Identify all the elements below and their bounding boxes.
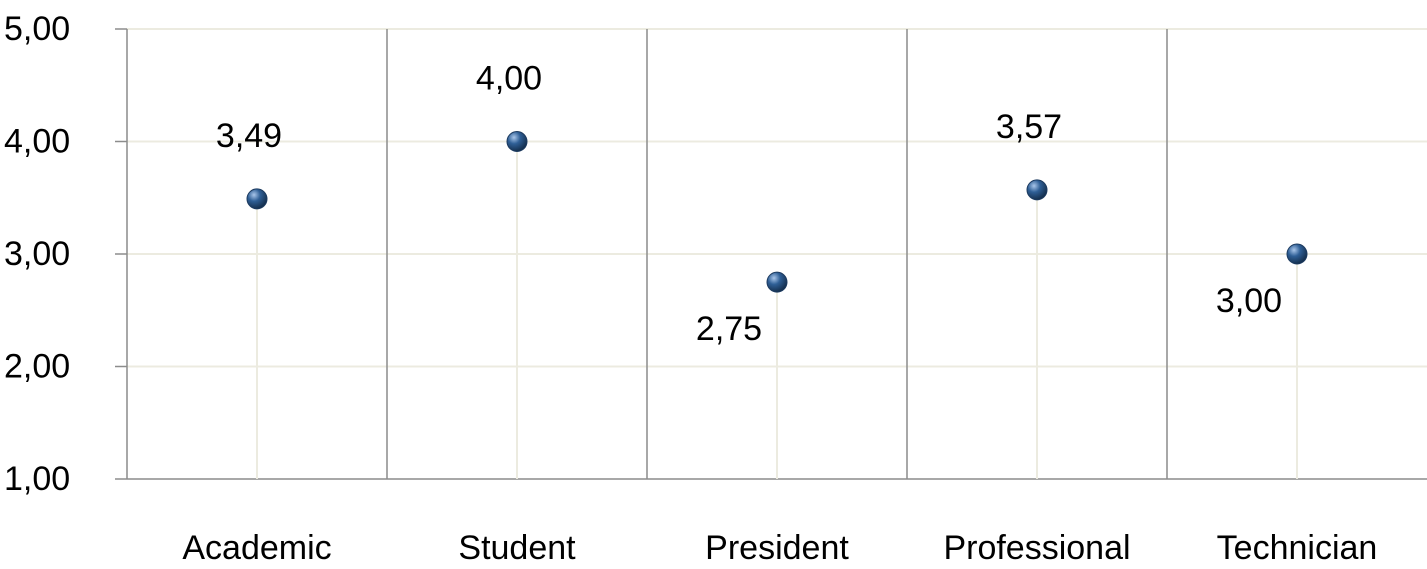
data-point	[506, 131, 528, 152]
x-tick-label: Professional	[943, 529, 1130, 564]
y-tick-label: 2,00	[4, 348, 70, 386]
data-point	[766, 271, 788, 293]
y-tick-label: 4,00	[4, 123, 70, 161]
category-dividers	[386, 29, 1168, 479]
y-tick-label: 5,00	[4, 10, 70, 48]
y-tick-label: 3,00	[4, 235, 70, 273]
data-label: 3,00	[1216, 282, 1282, 320]
data-markers	[246, 131, 1308, 293]
data-point	[1026, 179, 1048, 201]
data-label: 3,49	[216, 117, 282, 155]
y-axis-tick-labels: 1,00 2,00 3,00 4,00 5,00	[4, 10, 70, 498]
x-axis-tick-labels: Academic Student President Professional Tech…	[182, 529, 1378, 567]
drop-lines	[256, 141, 1298, 479]
data-labels: 3,49 4,00 2,75 3,57 3,00	[216, 60, 1282, 349]
data-point	[246, 188, 268, 210]
x-tick-label: President	[705, 529, 849, 564]
data-point	[1286, 243, 1308, 265]
data-label: 4,00	[476, 60, 542, 98]
x-tick-label: Academic	[182, 529, 331, 564]
data-label: 3,57	[996, 108, 1062, 146]
x-tick-label: Student	[458, 529, 576, 564]
x-tick-label: Technician	[1217, 529, 1378, 564]
data-label: 2,75	[696, 310, 762, 348]
y-tick-label: 1,00	[4, 460, 70, 498]
